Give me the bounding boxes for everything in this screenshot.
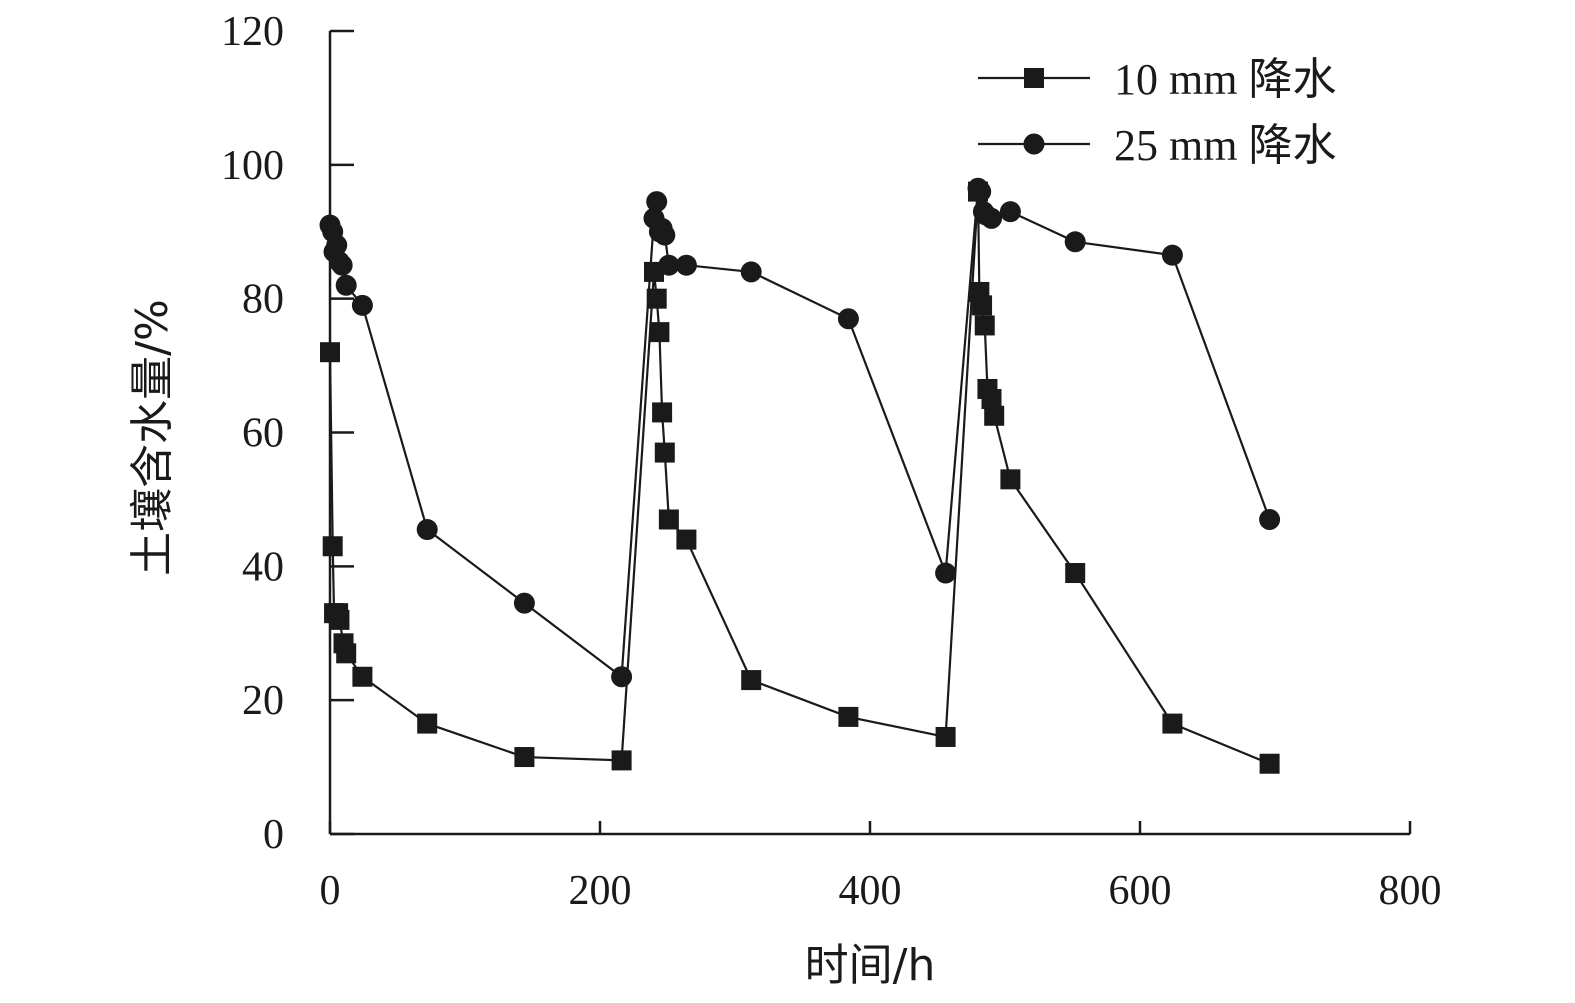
data-point [740, 261, 762, 283]
y-tick-label: 80 [242, 277, 284, 323]
x-tick-label: 0 [320, 868, 341, 914]
y-tick-label: 120 [221, 9, 284, 55]
x-ticks: 0 200 400 600 800 [320, 821, 1442, 914]
data-point [320, 342, 340, 363]
legend: 10 mm 降水 25 mm 降水 [978, 55, 1336, 170]
data-point [652, 402, 673, 423]
axes: 0 200 400 600 800 0 20 40 60 80 100 120 [221, 9, 1442, 914]
data-point [935, 726, 956, 747]
data-point [351, 294, 373, 316]
y-axis-label: 土壤含水量/% [127, 299, 178, 576]
y-tick-label: 40 [242, 544, 284, 590]
legend-item: 25 mm 降水 [978, 121, 1336, 170]
data-point [646, 191, 668, 213]
data-point [646, 288, 667, 309]
data-point [981, 207, 1002, 229]
data-point [514, 747, 535, 768]
data-point [974, 315, 995, 336]
data-point [837, 308, 859, 330]
y-ticks: 0 20 40 60 80 100 120 [221, 9, 354, 858]
x-axis-label: 时间/h [805, 940, 936, 991]
y-tick-label: 0 [263, 812, 284, 858]
data-point [658, 254, 680, 276]
data-point [326, 234, 348, 256]
series-line [328, 191, 1271, 765]
data-point [675, 254, 697, 276]
x-tick-label: 400 [839, 868, 902, 914]
data-point [352, 666, 373, 687]
data-point [1000, 469, 1021, 490]
data-point [1259, 508, 1281, 530]
data-point [322, 536, 343, 557]
legend-item: 10 mm 降水 [978, 55, 1336, 104]
data-point [331, 254, 353, 276]
data-point [1162, 713, 1183, 734]
legend-label: 10 mm 降水 [1114, 55, 1336, 104]
legend-label: 25 mm 降水 [1114, 121, 1336, 170]
data-point [654, 224, 676, 246]
data-point [741, 670, 762, 691]
data-point [654, 442, 675, 463]
data-point [935, 562, 957, 584]
data-point [676, 529, 697, 550]
data-point [1065, 563, 1086, 584]
legend-marker [1023, 133, 1045, 155]
data-point [984, 405, 1005, 426]
data-point [513, 592, 535, 614]
data-point [981, 389, 1002, 410]
data-point [417, 713, 438, 734]
y-tick-label: 60 [242, 411, 284, 457]
x-tick-label: 800 [1379, 868, 1442, 914]
data-point [1259, 753, 1280, 774]
legend-marker [1024, 68, 1044, 88]
x-tick-label: 200 [569, 868, 632, 914]
series-2 [319, 177, 1281, 688]
series-layer [319, 177, 1281, 774]
series-line [328, 185, 1271, 679]
data-point [329, 609, 350, 630]
series-1 [320, 181, 1280, 774]
data-point [335, 274, 357, 296]
data-point [1161, 244, 1183, 266]
data-point [658, 509, 679, 530]
data-point [1064, 231, 1086, 253]
data-point [611, 666, 633, 688]
data-point [416, 519, 438, 541]
data-point [649, 322, 670, 343]
data-point [838, 706, 859, 727]
data-point [611, 750, 632, 771]
y-tick-label: 100 [221, 143, 284, 189]
x-tick-label: 600 [1109, 868, 1172, 914]
data-point [999, 201, 1021, 223]
data-point [972, 295, 993, 316]
data-point [970, 181, 992, 203]
y-tick-label: 20 [242, 678, 284, 724]
data-point [336, 643, 357, 664]
